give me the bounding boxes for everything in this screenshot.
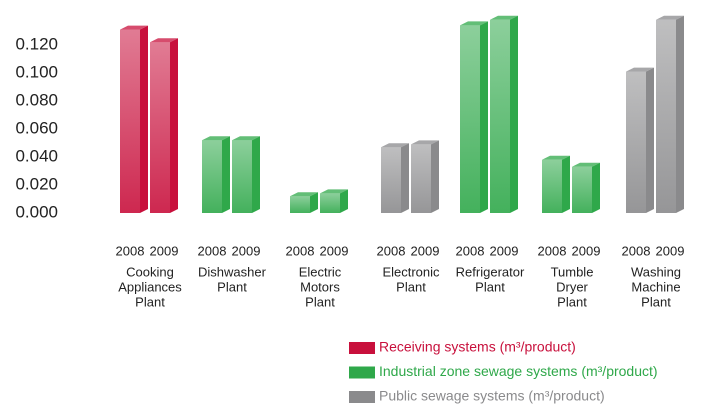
x-year-label: 2009 [656,243,685,258]
x-category-label: Plant [475,279,505,294]
bar-top [381,143,409,148]
bar [626,71,646,213]
bar [381,147,401,213]
bar-top [320,189,348,194]
bar-side [170,38,178,214]
y-tick-label: 0.080 [15,90,58,109]
bar-top [490,15,518,20]
bar [232,140,252,213]
x-year-label: 2009 [320,243,349,258]
bar-side [222,136,230,213]
bar [656,19,676,213]
bar-side [676,15,684,213]
x-year-label: 2009 [490,243,519,258]
bar-side [401,143,409,213]
bar [120,29,140,213]
legend-swatch [349,342,375,354]
bar-side [252,136,260,213]
x-year-label: 2008 [377,243,406,258]
legend-label: Receiving systems (m³/product) [379,339,576,355]
x-year-label: 2008 [116,243,145,258]
bar [542,159,562,213]
bar-top [460,21,488,26]
x-category-label: Dryer [556,279,588,294]
y-tick-label: 0.000 [15,202,58,221]
x-category-label: Plant [396,279,426,294]
bar [490,19,510,213]
legend-label: Industrial zone sewage systems (m³/produ… [379,363,658,379]
bar-top [290,192,318,197]
bar [202,140,222,213]
bar-top [626,67,654,72]
bar-side [310,192,318,213]
x-category-label: Cooking [126,264,174,279]
bar-side [340,189,348,213]
bar-top [232,136,260,141]
x-category-label: Appliances [118,279,182,294]
x-category-label: Plant [217,279,247,294]
bar [320,193,340,213]
legend-swatch [349,366,375,379]
x-category-label: Plant [305,294,335,309]
bar-side [562,155,570,213]
y-tick-label: 0.040 [15,146,58,165]
bar-side [140,25,148,213]
x-year-label: 2009 [411,243,440,258]
x-year-label: 2009 [232,243,261,258]
bar-side [646,67,654,213]
y-tick-label: 0.100 [15,62,58,81]
x-category-label: Refrigerator [456,264,525,279]
x-year-label: 2009 [150,243,179,258]
legend-swatch [349,391,375,403]
x-year-label: 2009 [572,243,601,258]
bar-top [411,140,439,145]
x-year-label: 2008 [286,243,315,258]
x-category-label: Plant [641,294,671,309]
y-tick-label: 0.020 [15,174,58,193]
x-category-label: Plant [135,294,165,309]
x-year-label: 2008 [622,243,651,258]
bar [460,25,480,214]
bar-side [431,140,439,213]
x-category-label: Electric [299,264,342,279]
bar-top [202,136,230,141]
bar-side [480,21,488,214]
bar [290,196,310,213]
x-year-label: 2008 [456,243,485,258]
x-category-label: Washing [631,264,681,279]
y-tick-label: 0.060 [15,118,58,137]
legend-label: Public sewage systems (m³/product) [379,388,605,404]
x-year-label: 2008 [198,243,227,258]
bar-top [656,15,684,20]
bar [411,144,431,213]
x-category-label: Plant [557,294,587,309]
x-year-label: 2008 [538,243,567,258]
bar-top [542,155,570,160]
y-tick-label: 0.120 [15,34,58,53]
x-category-label: Tumble [551,264,594,279]
bar [572,166,592,213]
x-category-label: Machine [631,279,680,294]
x-category-label: Dishwasher [198,264,267,279]
x-category-label: Electronic [382,264,440,279]
bar-top [572,162,600,167]
bar-top [150,38,178,43]
bar [150,42,170,214]
bar-side [592,162,600,213]
x-category-label: Motors [300,279,340,294]
bar-top [120,25,148,30]
bar-side [510,15,518,213]
